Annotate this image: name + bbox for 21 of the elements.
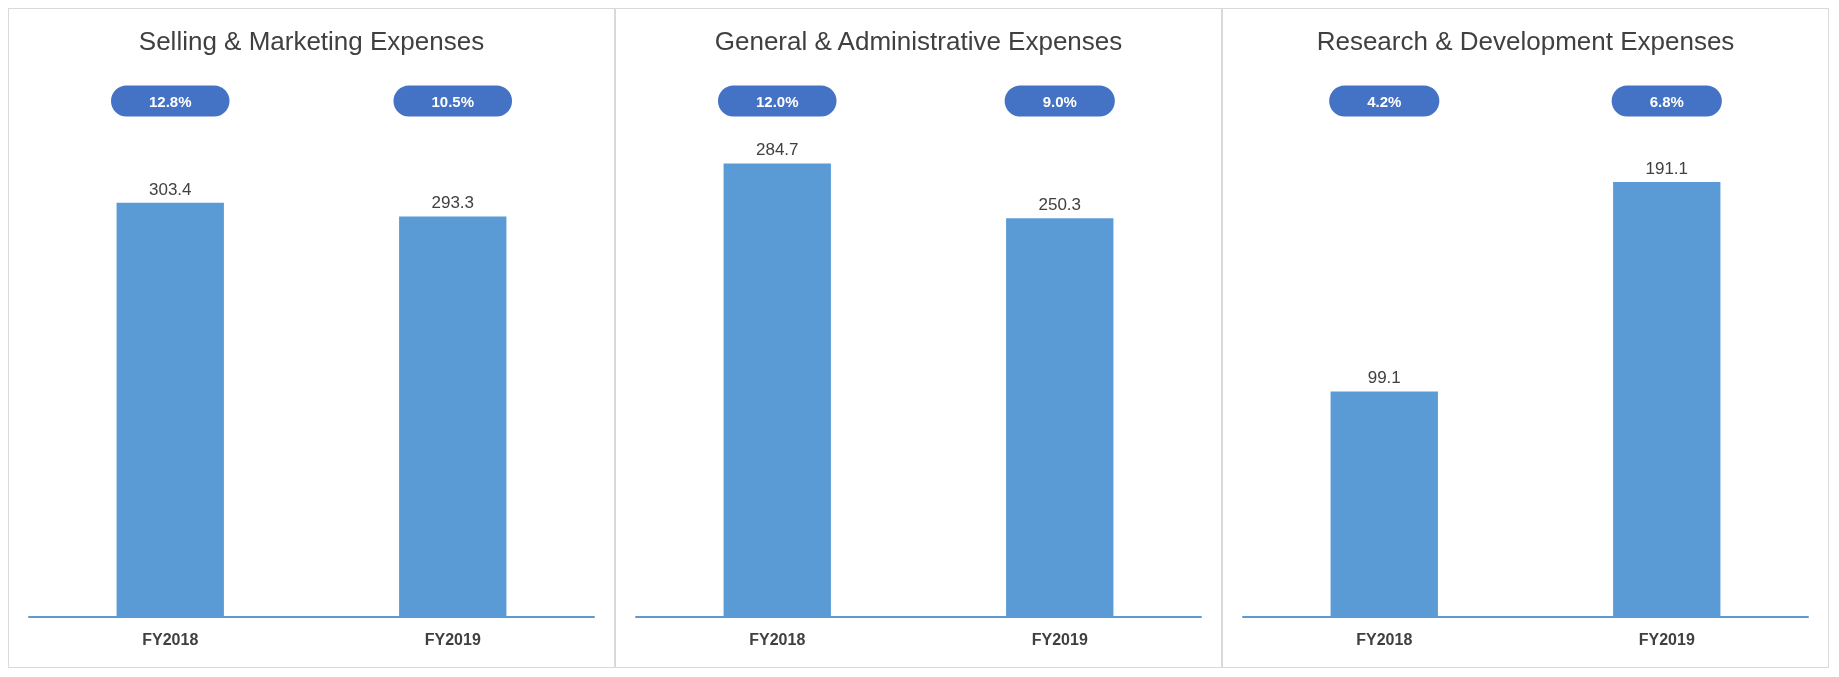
text: 10.5% (431, 92, 475, 110)
data-label: 293.3 (431, 193, 475, 213)
chart-title: Research & Development Expenses (1316, 26, 1735, 56)
text: 9.0% (1042, 92, 1077, 110)
x-tick-label: FY2019 (1031, 630, 1088, 648)
x-tick-label: FY2018 (749, 630, 806, 648)
text: 4.2% (1367, 92, 1402, 110)
data-label: 303.4 (148, 179, 192, 199)
text: 12.0% (755, 92, 799, 110)
chart-title: General & Administrative Expenses (714, 26, 1123, 56)
x-tick-label: FY2019 (424, 630, 481, 648)
data-label: 250.3 (1038, 195, 1082, 215)
x-tick-label: FY2018 (142, 630, 199, 648)
data-label: 99.1 (1367, 368, 1401, 388)
x-tick-label: FY2018 (1356, 630, 1413, 648)
x-tick-label: FY2019 (1638, 630, 1695, 648)
chart-title: Selling & Marketing Expenses (138, 26, 485, 56)
text: 6.8% (1649, 92, 1684, 110)
data-label: 191.1 (1645, 159, 1689, 179)
text: 12.8% (148, 92, 192, 110)
data-label: 284.7 (755, 140, 799, 160)
